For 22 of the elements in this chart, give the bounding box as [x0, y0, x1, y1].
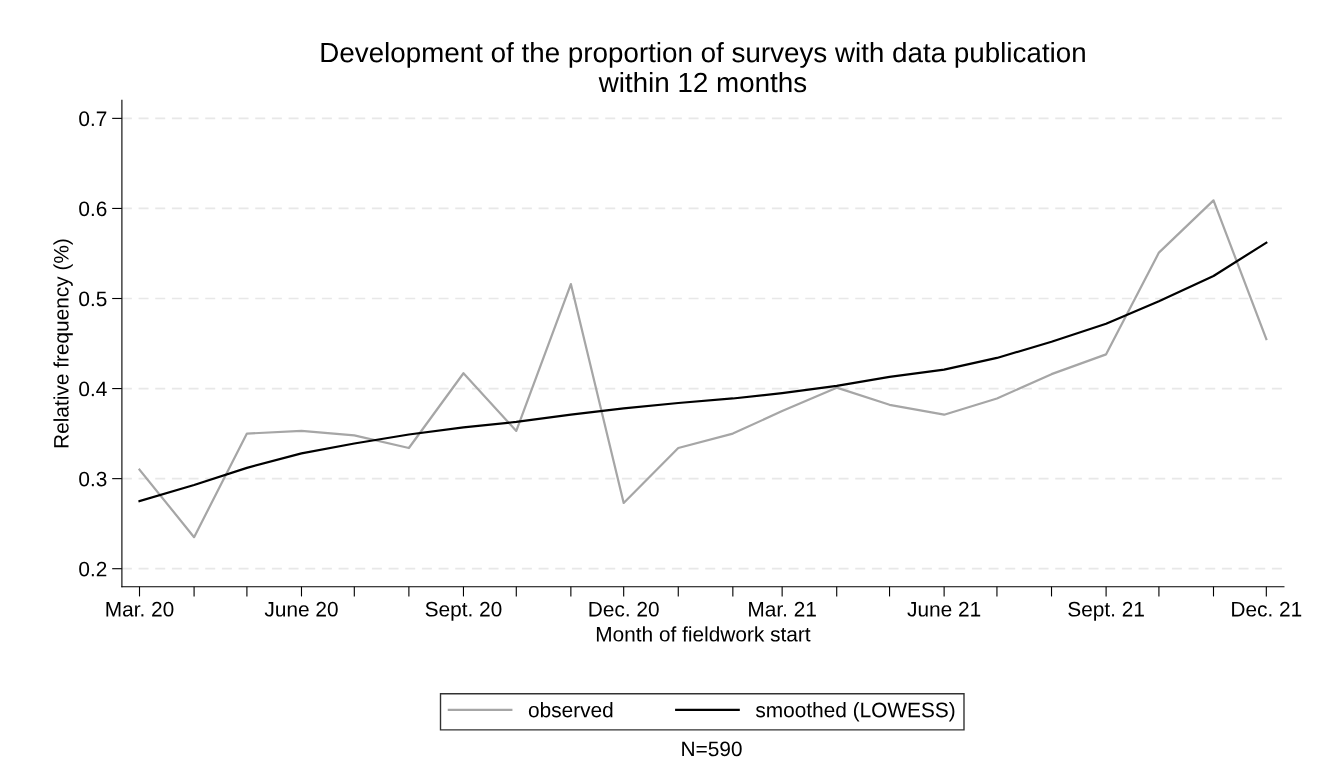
- chart-title: Development of the proportion of surveys with data publication within 12 months: [321, 41, 1085, 93]
- x-tick-label: Sept. 21: [1068, 601, 1144, 621]
- legend-label: smoothed (LOWESS): [755, 702, 955, 722]
- y-tick-label: 0.4: [79, 381, 107, 397]
- x-axis-title: Month of fieldwork start: [596, 626, 811, 642]
- y-tick-label: 0.7: [79, 111, 107, 127]
- y-tick-label: 0.6: [79, 201, 107, 217]
- line-series: [138, 199, 1268, 539]
- x-tick-label: June 20: [264, 601, 338, 617]
- y-tick-label: 0.3: [79, 471, 107, 487]
- x-tick-label: Dec. 20: [589, 601, 659, 617]
- legend-label: observed: [528, 702, 613, 718]
- x-tick-label: June 21: [907, 601, 981, 617]
- text: N=590: [682, 741, 742, 757]
- y-axis-title: Relative frequency (%): [53, 239, 73, 448]
- line-series: [138, 241, 1268, 503]
- y-tick-label: 0.5: [79, 291, 107, 307]
- x-tick-label: Dec. 21: [1232, 601, 1302, 617]
- y-tick-label: 0.2: [79, 561, 107, 577]
- x-tick-label: Mar. 21: [749, 601, 816, 617]
- x-tick-label: Mar. 20: [106, 601, 174, 617]
- x-tick-label: Sept. 20: [425, 601, 502, 621]
